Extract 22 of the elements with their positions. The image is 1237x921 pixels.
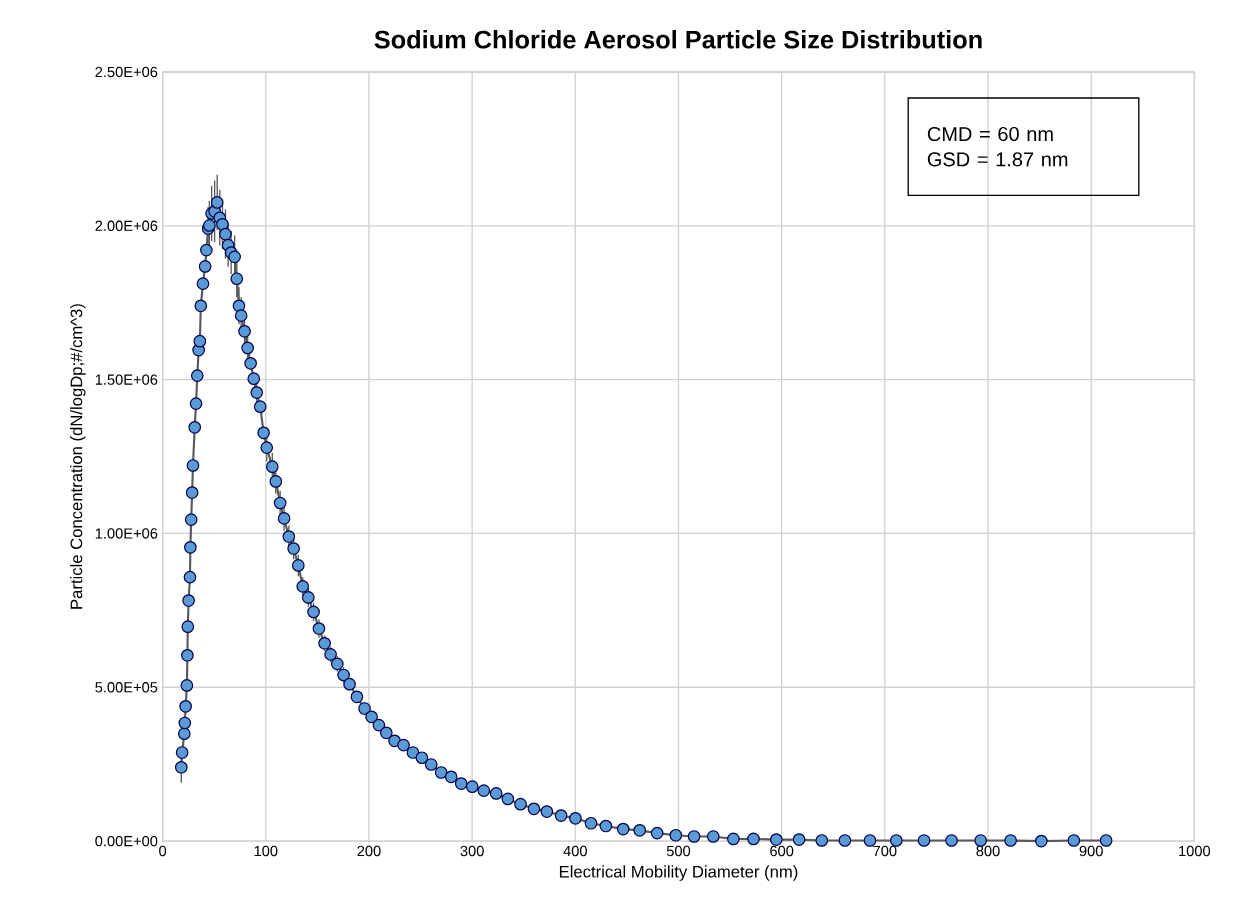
y-tick-label: 2.50E+06 [95,66,158,78]
x-axis-title: Electrical Mobility Diameter (nm) [559,865,798,881]
x-tick-label: 1000 [1179,845,1211,857]
y-axis-title: Particle Concentration (dN/logDp;#/cm^3) [70,304,86,609]
x-tick-label: 800 [976,845,1000,857]
x-tick-label: 100 [254,845,278,857]
y-tick-label: 1.50E+06 [95,374,158,385]
y-tick-label: 1.00E+06 [95,528,158,539]
x-tick-label: 500 [666,845,691,857]
x-tick-label: 900 [1079,845,1103,857]
x-tick-label: 600 [770,845,794,857]
x-tick-label: 300 [460,845,484,857]
annotation: GSD = 1.87 nm [927,152,1068,167]
y-tick-label: 0.00E+00 [95,835,158,847]
annotation: CMD = 60 nm [927,126,1053,142]
y-tick-label: 5.00E+05 [95,682,158,693]
x-tick-label: 200 [357,845,381,857]
x-tick-label: 0 [159,845,167,857]
x-tick-label: 400 [563,845,587,857]
x-tick-label: 700 [873,845,897,857]
y-tick-label: 2.00E+06 [95,220,158,231]
chart-title: Sodium Chloride Aerosol Particle Size Distribution [374,29,982,49]
